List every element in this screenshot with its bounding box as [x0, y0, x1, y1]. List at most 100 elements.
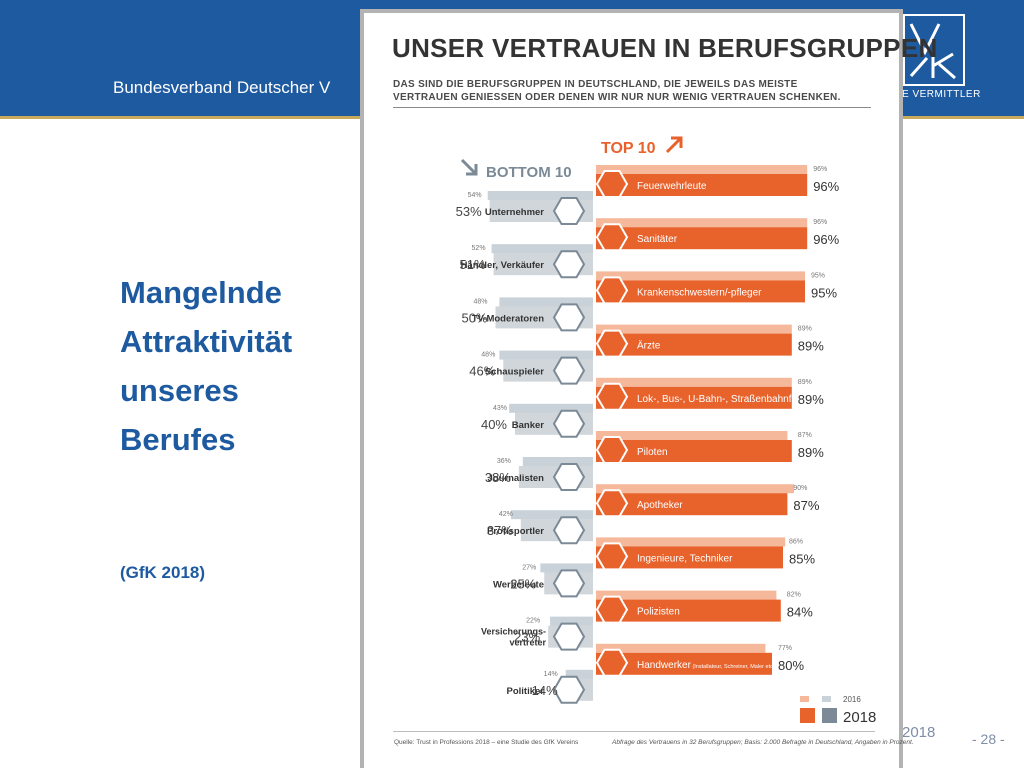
top-bar-2016	[596, 377, 792, 387]
top-bar-2018	[596, 599, 781, 622]
chart-title-rule	[393, 107, 871, 108]
top-10-heading: TOP 10	[601, 140, 656, 157]
top-value-2016: 90%	[793, 485, 807, 492]
top-bar-2018	[596, 546, 783, 569]
bottom-value-2018: 40%	[481, 417, 507, 432]
top-value-2018: 89%	[798, 445, 824, 460]
bottom-value-2016: 52%	[472, 245, 486, 252]
top-value-2018: 89%	[798, 392, 824, 407]
top-bar-2016	[596, 590, 777, 600]
legend-swatch-2016-top	[800, 696, 809, 702]
top-category-label: Handwerker (Installateur, Schreiner, Mal…	[637, 660, 776, 671]
top-value-2016: 96%	[813, 166, 827, 173]
top-value-2016: 82%	[787, 592, 801, 599]
doctor-icon	[595, 329, 629, 358]
tram-icon	[595, 382, 629, 411]
nurse-icon	[595, 276, 629, 305]
top-category-label: Piloten	[637, 447, 668, 458]
top-category-note: (Installateur, Schreiner, Maler etc.)	[691, 664, 776, 670]
top-value-2016: 77%	[778, 645, 792, 652]
businessman-icon	[552, 197, 586, 225]
organization-name: Bundesverband Deutscher V	[113, 78, 331, 97]
top-bar-2018	[596, 174, 808, 196]
bottom-bar-2016	[487, 191, 593, 200]
top-value-2018: 96%	[813, 232, 839, 247]
bottom-value-2018: 25%	[510, 576, 536, 591]
top-category-label: Feuerwehrleute	[637, 181, 707, 192]
bottom-category-label: Unternehmer	[485, 207, 544, 218]
bottom-value-2016: 42%	[499, 511, 513, 518]
police-light-icon	[595, 595, 629, 624]
bottom-category-label: Journalisten	[488, 473, 545, 484]
bottom-bar-2016	[509, 403, 593, 413]
bottom-value-2016: 43%	[493, 405, 507, 412]
legend-label-2016: 2016	[843, 695, 861, 704]
bottom-category-label: Versicherungs-	[481, 627, 546, 637]
top-bar-2018	[596, 493, 788, 516]
top-category-label: Polizisten	[637, 607, 680, 618]
bottom-value-2018: 14%	[532, 683, 558, 698]
bottom-value-2016: 48%	[481, 352, 495, 359]
arrow-up-right-icon	[665, 136, 683, 154]
bottom-value-2018: 37%	[487, 523, 513, 538]
top-value-2018: 87%	[793, 498, 819, 513]
slide-title-line: unseres	[120, 373, 239, 408]
top-bar-2016	[596, 324, 792, 334]
bottom-value-2016: 54%	[468, 192, 482, 199]
presenter-icon	[552, 303, 586, 332]
legend-swatch-2018-bottom	[822, 708, 837, 723]
bottom-value-2016: 14%	[544, 671, 558, 678]
newspaper-icon	[552, 463, 586, 491]
top-value-2018: 84%	[787, 605, 813, 620]
slide-title-line: Berufes	[120, 422, 236, 457]
top-bar-2016	[596, 643, 766, 653]
top-value-2018: 85%	[789, 551, 815, 566]
slide-title: Mangelnde Attraktivität unseres Berufes	[120, 268, 292, 464]
top-bar-2016	[596, 537, 786, 547]
theater-masks-icon	[552, 356, 586, 385]
airplane-icon	[595, 436, 629, 464]
top-bar-2018	[596, 227, 808, 250]
top-bar-2018	[596, 333, 792, 356]
bottom-bar-2016	[522, 457, 593, 466]
bottom-value-2016: 48%	[473, 298, 487, 305]
bottom-value-2018: 53%	[456, 204, 482, 219]
top-value-2018: 80%	[778, 658, 804, 673]
top-category-label: Ärzte	[637, 340, 661, 352]
chart-source: Quelle: Trust in Professions 2018 – eine…	[394, 739, 579, 746]
bottom-category-label: Profisportler	[487, 526, 544, 537]
bottom-bar-2016	[550, 616, 593, 626]
top-value-2016: 89%	[798, 379, 812, 386]
bottom-value-2018: 50%	[461, 310, 487, 325]
bottom-category-label: Banker	[512, 420, 545, 431]
slide-title-line: Mangelnde	[120, 275, 282, 310]
bottom-bar-2016	[540, 563, 593, 573]
top-value-2018: 89%	[798, 339, 824, 354]
top-value-2016: 89%	[798, 326, 812, 333]
top-category-label: Apotheker	[637, 500, 683, 511]
shield-icon	[552, 622, 586, 651]
bottom-bar-2016	[511, 510, 593, 520]
slide-title-line: Attraktivität	[120, 324, 293, 359]
bvk-logo-icon	[903, 14, 965, 86]
top-bar-2016	[596, 165, 808, 174]
top-category-label: Ingenieure, Techniker	[637, 553, 733, 564]
bottom-category-label: Schauspieler	[485, 367, 544, 378]
source-note: (GfK 2018)	[120, 563, 206, 582]
top-category-label: Krankenschwestern/-pfleger	[637, 287, 762, 298]
top-bar-2018	[596, 386, 792, 409]
bottom-category-label: Händler, Verkäufer	[461, 260, 545, 271]
bar-chart-icon	[552, 409, 586, 438]
lectern-icon	[552, 675, 586, 704]
bottom-category-label: Werbeleute	[493, 579, 544, 590]
bottom-value-2016: 27%	[522, 564, 536, 571]
tools-icon	[595, 648, 629, 677]
bottom-value-2016: 22%	[526, 618, 540, 625]
robot-arm-icon	[595, 542, 629, 571]
chart-subtitle: DAS SIND DIE BERUFSGRUPPEN IN DEUTSCHLAN…	[393, 79, 841, 103]
bottom-value-2018: 51%	[460, 257, 486, 272]
top-value-2018: 95%	[811, 285, 837, 300]
bottom-value-2018: 38%	[485, 470, 511, 485]
top-value-2016: 86%	[789, 538, 803, 545]
top-bar-2018	[596, 440, 792, 462]
